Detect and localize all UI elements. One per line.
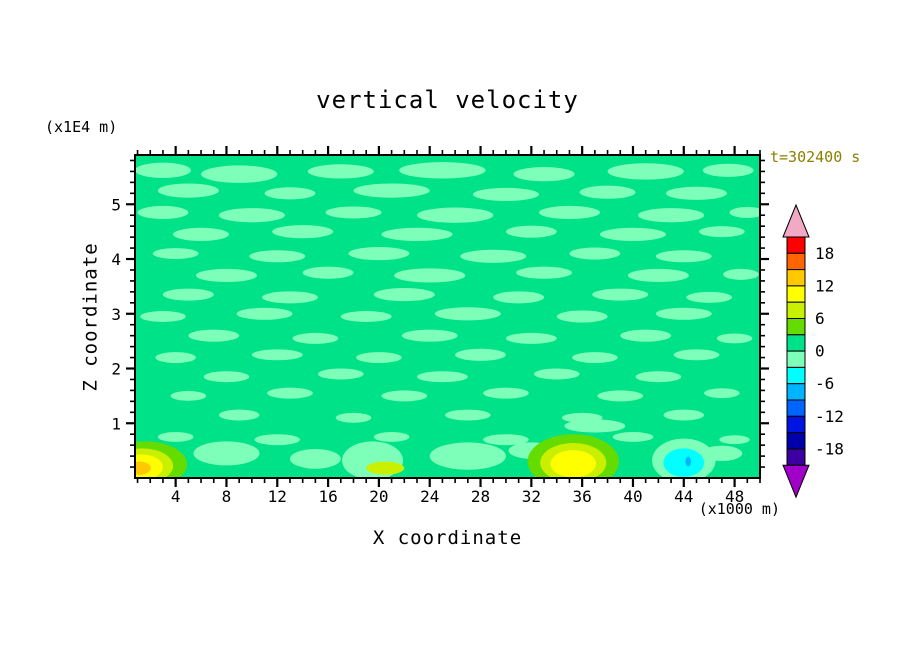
colorbar-band bbox=[786, 432, 806, 450]
y-tick-label: 4 bbox=[111, 250, 121, 269]
colorbar-band bbox=[786, 448, 806, 466]
colorbar-band bbox=[786, 415, 806, 434]
x-tick-label: 12 bbox=[268, 487, 287, 506]
x-tick-label: 48 bbox=[725, 487, 744, 506]
colorbar-label: -6 bbox=[815, 374, 834, 393]
colorbar-band bbox=[786, 318, 806, 336]
plot-frame bbox=[134, 154, 761, 479]
x-tick-label: 36 bbox=[573, 487, 592, 506]
colorbar-band bbox=[786, 285, 806, 303]
colorbar-band bbox=[786, 269, 806, 287]
colorbar-label: -12 bbox=[815, 407, 844, 426]
colorbar-band bbox=[786, 301, 806, 320]
time-annotation: t=302400 s bbox=[770, 148, 861, 166]
colorbar-band bbox=[786, 383, 806, 401]
y-tick-label: 3 bbox=[111, 305, 121, 324]
colorbar-band bbox=[786, 350, 806, 368]
x-tick-label: 24 bbox=[420, 487, 439, 506]
x-tick-label: 16 bbox=[318, 487, 337, 506]
contour-field bbox=[135, 155, 760, 478]
colorbar-band bbox=[786, 236, 806, 254]
colorbar-label: 12 bbox=[815, 276, 834, 295]
y-tick-label: 2 bbox=[111, 360, 121, 379]
x-tick-label: 28 bbox=[471, 487, 490, 506]
x-tick-label: 20 bbox=[369, 487, 388, 506]
x-tick-label: 44 bbox=[674, 487, 693, 506]
colorbar-over-arrow bbox=[782, 203, 810, 238]
colorbar-band bbox=[786, 399, 806, 417]
y-axis-title: Z coordinate bbox=[79, 242, 102, 392]
y-axis-unit-label: (x1E4 m) bbox=[45, 118, 118, 136]
x-axis-title: X coordinate bbox=[372, 527, 523, 549]
y-tick-label: 1 bbox=[111, 414, 121, 433]
x-tick-label: 8 bbox=[222, 487, 232, 506]
x-axis-unit-label: (x1000 m) bbox=[698, 500, 780, 518]
colorbar-label: -18 bbox=[815, 439, 844, 458]
x-tick-label: 40 bbox=[623, 487, 642, 506]
colorbar: 18 12 6 0 -6 -12 -18 bbox=[782, 203, 844, 499]
colorbar-band bbox=[786, 252, 806, 271]
colorbar-label: 0 bbox=[815, 342, 825, 361]
colorbar-under-arrow bbox=[782, 464, 810, 499]
axis-ticks bbox=[126, 146, 769, 487]
colorbar-label: 6 bbox=[815, 309, 825, 328]
x-tick-label: 4 bbox=[171, 487, 181, 506]
y-tick-label: 5 bbox=[111, 195, 121, 214]
x-tick-label: 32 bbox=[522, 487, 541, 506]
colorbar-label: 18 bbox=[815, 244, 834, 263]
chart-title: vertical velocity bbox=[316, 86, 579, 114]
colorbar-band bbox=[786, 366, 806, 385]
colorbar-band bbox=[786, 334, 806, 352]
